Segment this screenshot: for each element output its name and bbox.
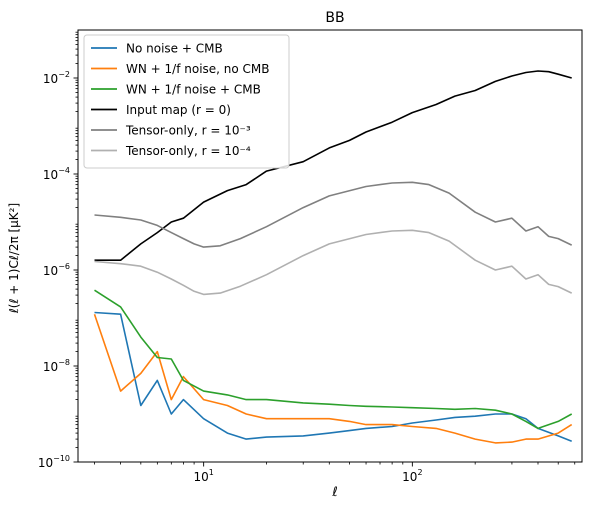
y-tick-label: 10−2 bbox=[43, 70, 70, 86]
axis-ticks: 101 102 10−10 10−8 10−6 10−4 10−2 bbox=[38, 31, 576, 484]
series-line-5 bbox=[94, 229, 573, 296]
legend-label-3: Input map (r = 0) bbox=[126, 103, 231, 117]
y-tick-label: 10−8 bbox=[43, 358, 70, 374]
x-tick-label: 101 bbox=[193, 468, 213, 484]
legend-label-4: Tensor-only, r = 10⁻³ bbox=[125, 124, 251, 138]
series-line-4 bbox=[94, 181, 573, 248]
chart-title: BB bbox=[325, 10, 344, 26]
y-tick-label: 10−6 bbox=[43, 262, 70, 278]
legend-label-1: WN + 1/f noise, no CMB bbox=[126, 62, 270, 76]
series-line-1 bbox=[93, 313, 573, 444]
y-tick-label: 10−10 bbox=[38, 454, 70, 470]
plot-frame bbox=[77, 29, 583, 463]
series-line-2 bbox=[94, 289, 573, 430]
legend: No noise + CMB WN + 1/f noise, no CMB WN +… bbox=[83, 34, 290, 169]
series-layer bbox=[93, 70, 573, 444]
legend-box bbox=[83, 34, 290, 169]
series-line-3 bbox=[94, 70, 572, 262]
legend-label-5: Tensor-only, r = 10⁻⁴ bbox=[125, 144, 251, 158]
legend-label-2: WN + 1/f noise + CMB bbox=[126, 83, 261, 97]
x-tick-label: 102 bbox=[402, 468, 422, 484]
y-tick-label: 10−4 bbox=[43, 166, 70, 182]
x-axis-label: ℓ bbox=[331, 485, 337, 500]
y-axis-label: ℓ(ℓ + 1)Cℓ/2π [μK²] bbox=[7, 203, 21, 314]
legend-label-0: No noise + CMB bbox=[126, 42, 223, 56]
